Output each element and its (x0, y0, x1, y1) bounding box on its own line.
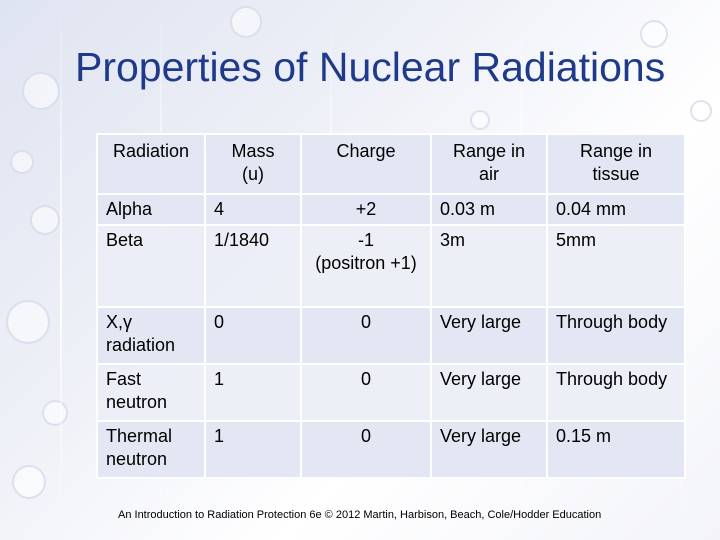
table-row-beta: Beta 1/1840 -1 (positron +1) 3m 5mm (96, 224, 686, 308)
cell-charge: +2 (300, 193, 432, 226)
cell-line: (positron +1) (315, 253, 417, 273)
bokeh-circle (6, 300, 50, 344)
cell-mass: 0 (204, 306, 302, 365)
header-line: Mass (231, 141, 275, 161)
cell-line: Fast (106, 369, 142, 389)
cell-line: neutron (106, 449, 168, 469)
cell-range-air: 3m (430, 224, 548, 308)
header-radiation: Radiation (96, 133, 206, 195)
header-line: Charge (336, 141, 396, 161)
table-row-fast-neutron: Fast neutron 1 0 Very large Through body (96, 363, 686, 422)
bokeh-circle (10, 150, 34, 174)
cell-range-air: Very large (430, 363, 548, 422)
cell-range-tissue: 5mm (546, 224, 686, 308)
cell-line: Beta (106, 230, 144, 250)
cell-line: +2 (355, 199, 377, 219)
cell-line: 0 (360, 426, 371, 446)
cell-charge: -1 (positron +1) (300, 224, 432, 308)
cell-charge: 0 (300, 363, 432, 422)
cell-line: -1 (357, 230, 374, 250)
cell-range-tissue: Through body (546, 363, 686, 422)
cell-range-tissue: 0.04 mm (546, 193, 686, 226)
header-line: air (478, 164, 499, 184)
bokeh-circle (690, 100, 712, 122)
header-range-air: Range in air (430, 133, 548, 195)
slide-title: Properties of Nuclear Radiations (75, 44, 666, 90)
bokeh-circle (22, 72, 60, 110)
cell-radiation: Alpha (96, 193, 206, 226)
radiation-properties-table: Radiation Mass (u) Charge Range in air R… (96, 133, 686, 479)
cell-mass: 4 (204, 193, 302, 226)
cell-charge: 0 (300, 306, 432, 365)
cell-radiation: Fast neutron (96, 363, 206, 422)
cell-line: X,γ (106, 312, 133, 332)
copyright-footer: An Introduction to Radiation Protection … (118, 509, 602, 521)
header-line: (u) (242, 164, 264, 184)
table-row-alpha: Alpha 4 +2 0.03 m 0.04 mm (96, 193, 686, 226)
header-mass: Mass (u) (204, 133, 302, 195)
cell-line: 0 (360, 312, 371, 332)
bokeh-circle (42, 400, 68, 426)
table-row-xgamma: X,γ radiation 0 0 Very large Through bod… (96, 306, 686, 365)
cell-radiation: X,γ radiation (96, 306, 206, 365)
bokeh-circle (470, 110, 490, 130)
bokeh-circle (230, 6, 262, 38)
header-range-tissue: Range in tissue (546, 133, 686, 195)
cell-radiation: Thermal neutron (96, 420, 206, 479)
bokeh-circle (30, 205, 60, 235)
cell-line: neutron (106, 392, 168, 412)
table-row-thermal-neutron: Thermal neutron 1 0 Very large 0.15 m (96, 420, 686, 479)
cell-range-air: Very large (430, 306, 548, 365)
cell-line: Thermal (106, 426, 173, 446)
cell-charge: 0 (300, 420, 432, 479)
cell-range-air: 0.03 m (430, 193, 548, 226)
cell-line: radiation (106, 335, 176, 355)
cell-mass: 1 (204, 420, 302, 479)
cell-mass: 1 (204, 363, 302, 422)
header-line: Range in (452, 141, 526, 161)
header-charge: Charge (300, 133, 432, 195)
cell-line: Alpha (106, 199, 153, 219)
cell-radiation: Beta (96, 224, 206, 308)
bokeh-circle (12, 465, 46, 499)
header-line: Radiation (112, 141, 190, 161)
cell-mass: 1/1840 (204, 224, 302, 308)
header-line: Range in (579, 141, 653, 161)
table-header-row: Radiation Mass (u) Charge Range in air R… (96, 133, 686, 195)
cell-range-tissue: Through body (546, 306, 686, 365)
bokeh-circle (640, 20, 668, 48)
cell-range-tissue: 0.15 m (546, 420, 686, 479)
light-streak (60, 0, 62, 540)
cell-line: 0 (360, 369, 371, 389)
cell-range-air: Very large (430, 420, 548, 479)
header-line: tissue (592, 164, 640, 184)
